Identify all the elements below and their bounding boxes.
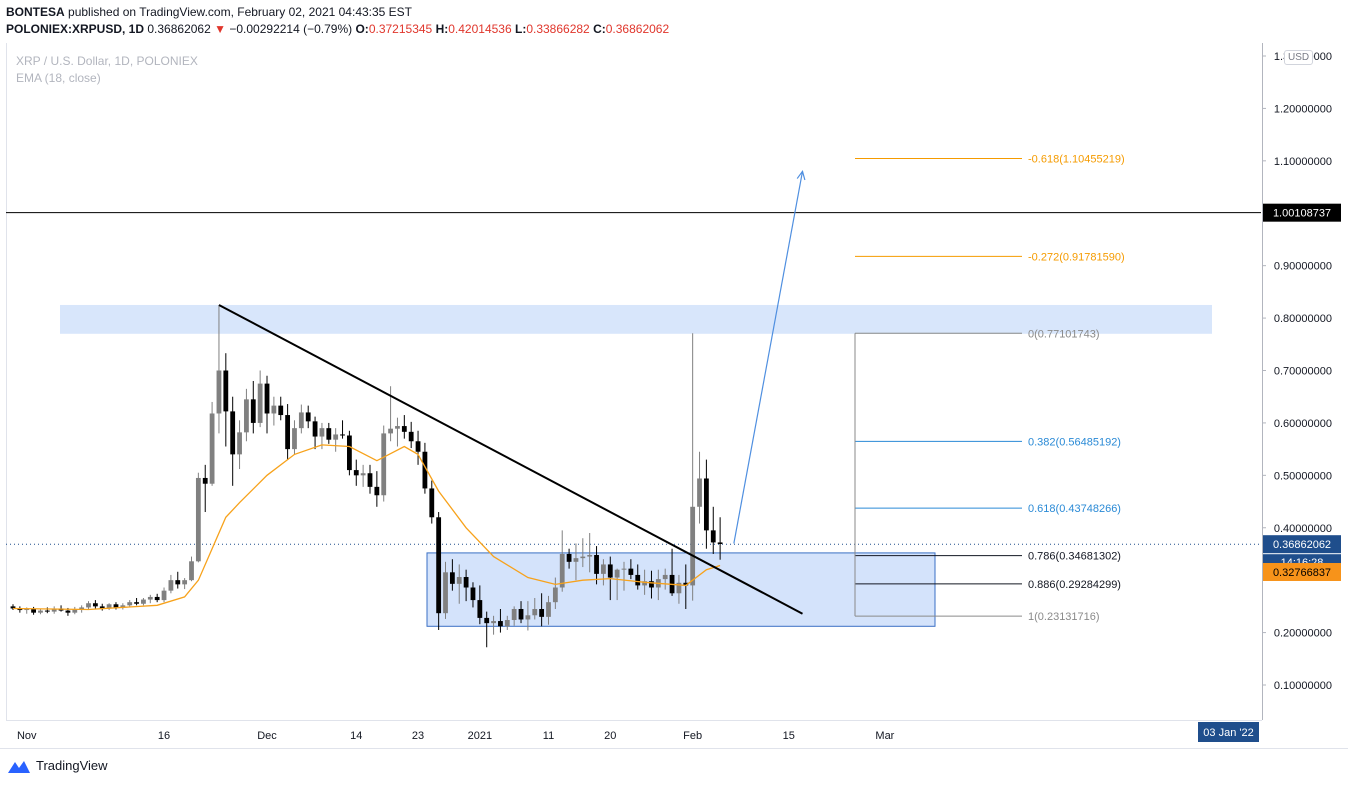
chart-pane[interactable]: [6, 43, 1262, 721]
footer: [0, 748, 1348, 787]
low-label: L:: [514, 22, 527, 36]
tradingview-logo-icon: [8, 760, 30, 773]
last-price: 0.36862062: [147, 22, 211, 36]
close-label: C:: [593, 22, 606, 36]
published-text: published on TradingView.com, February 0…: [68, 5, 413, 19]
high-label: H:: [435, 22, 449, 36]
open-label: O:: [355, 22, 369, 36]
price-axis[interactable]: [1262, 43, 1348, 720]
ohlc-line: POLONIEX:XRPUSD, 1D 0.36862062 ▼ −0.0029…: [6, 22, 669, 36]
high-value: 0.42014536: [448, 22, 512, 36]
symbol-title: XRP / U.S. Dollar, 1D, POLONIEX: [16, 54, 198, 68]
publish-line: BONTESA published on TradingView.com, Fe…: [6, 5, 412, 19]
symbol-label: POLONIEX:XRPUSD, 1D: [6, 22, 145, 36]
time-axis[interactable]: [6, 720, 1261, 746]
publisher-name[interactable]: BONTESA: [6, 5, 65, 19]
close-value: 0.36862062: [605, 22, 670, 36]
tradingview-wordmark: TradingView: [36, 758, 108, 773]
chart-legend: XRP / U.S. Dollar, 1D, POLONIEX EMA (18,…: [16, 53, 198, 87]
low-value: 0.33866282: [526, 22, 590, 36]
change-arrow-icon: ▼: [214, 22, 227, 36]
tradingview-logo[interactable]: TradingView: [8, 758, 108, 773]
ema-indicator-label[interactable]: EMA (18, close): [16, 71, 101, 85]
currency-button[interactable]: USD: [1284, 50, 1314, 65]
open-value: 0.37215345: [368, 22, 433, 36]
price-change: −0.00292214 (−0.79%): [229, 22, 353, 36]
